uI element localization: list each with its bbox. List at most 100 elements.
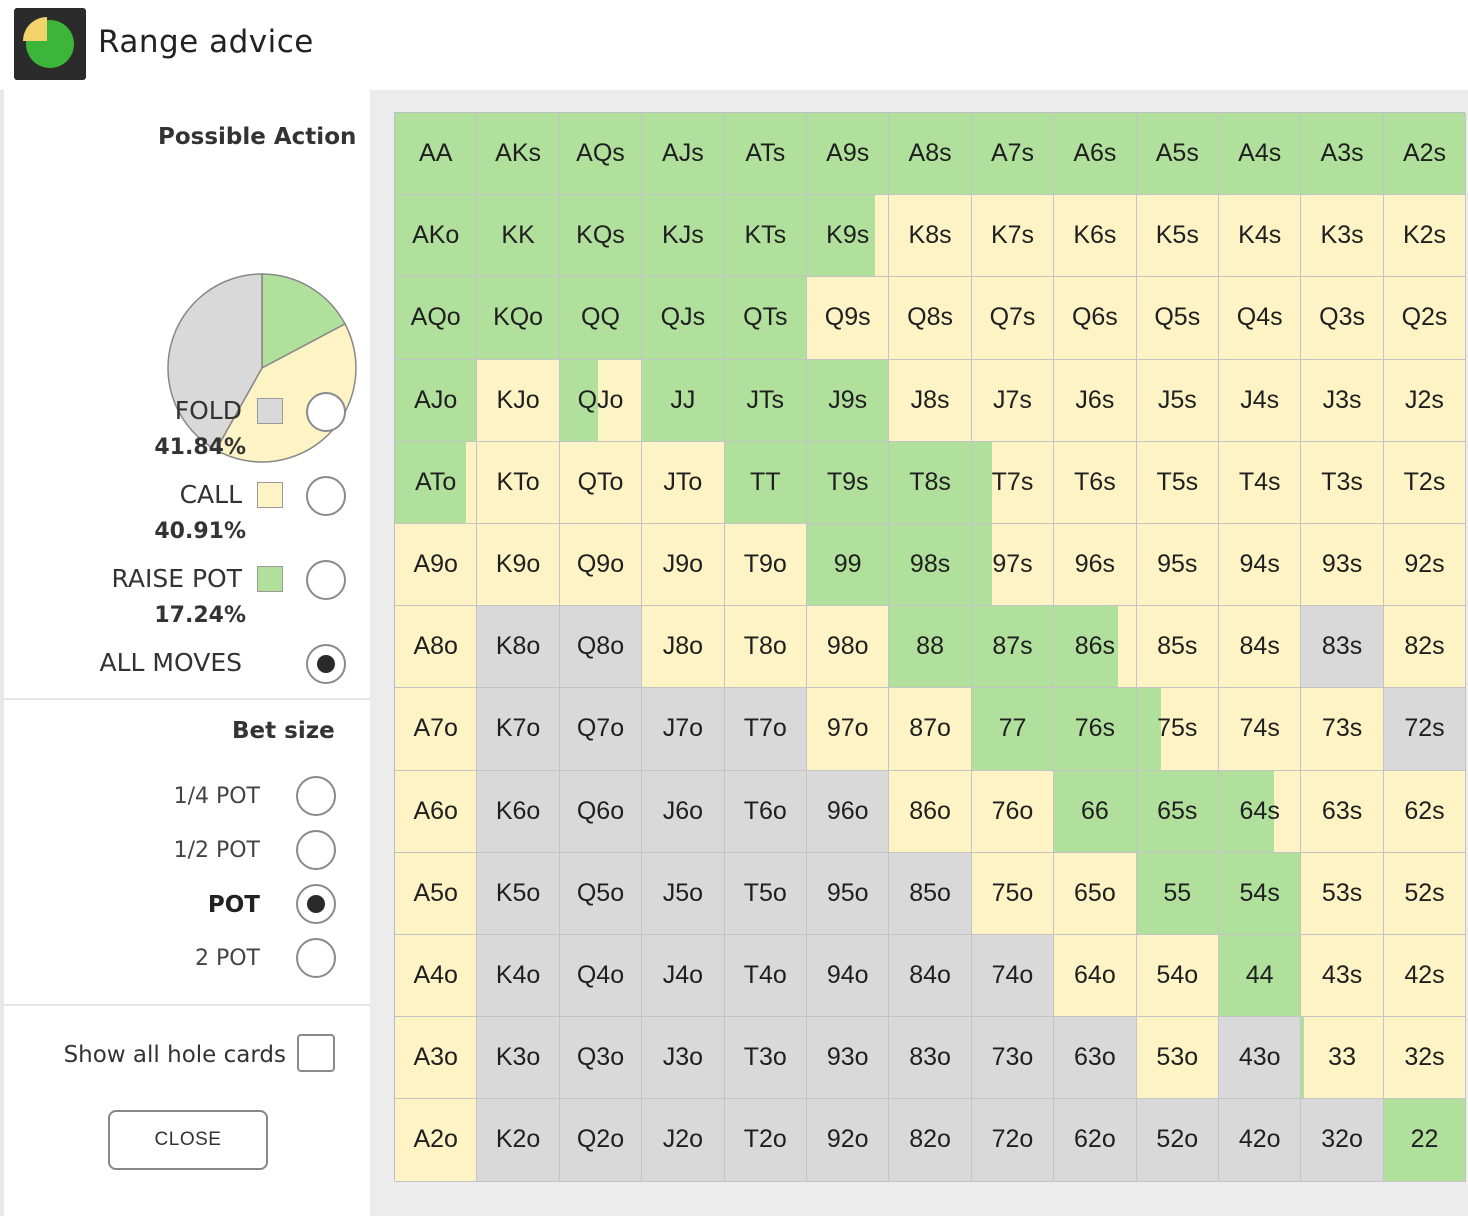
hand-cell-98o[interactable]: 98o <box>807 606 890 689</box>
hand-cell-94o[interactable]: 94o <box>807 935 890 1018</box>
hand-cell-T5s[interactable]: T5s <box>1136 441 1219 524</box>
hand-cell-KK[interactable]: KK <box>477 195 560 278</box>
hand-cell-82s[interactable]: 82s <box>1383 606 1467 689</box>
hand-cell-87o[interactable]: 87o <box>889 688 972 771</box>
hand-cell-86o[interactable]: 86o <box>889 770 972 853</box>
hand-cell-K8o[interactable]: K8o <box>477 606 560 689</box>
hand-cell-J6s[interactable]: J6s <box>1054 359 1137 442</box>
hand-cell-QQ[interactable]: QQ <box>559 277 643 360</box>
hand-cell-AQs[interactable]: AQs <box>559 113 643 196</box>
hand-cell-JTs[interactable]: JTs <box>724 359 807 442</box>
hand-cell-T2s[interactable]: T2s <box>1383 441 1467 524</box>
hand-cell-Q6o[interactable]: Q6o <box>559 770 643 853</box>
hand-cell-A6o[interactable]: A6o <box>395 770 478 853</box>
hand-cell-Q2s[interactable]: Q2s <box>1383 277 1467 360</box>
hand-cell-88[interactable]: 88 <box>889 606 972 689</box>
hand-cell-A9s[interactable]: A9s <box>807 113 890 196</box>
hand-cell-J2o[interactable]: J2o <box>642 1099 725 1182</box>
hand-cell-55[interactable]: 55 <box>1136 852 1219 935</box>
hand-cell-95s[interactable]: 95s <box>1136 524 1219 607</box>
hand-cell-KJs[interactable]: KJs <box>642 195 725 278</box>
show-all-hole-cards-checkbox[interactable] <box>297 1034 335 1072</box>
hand-cell-92o[interactable]: 92o <box>807 1099 890 1182</box>
hand-cell-A3o[interactable]: A3o <box>395 1017 478 1100</box>
hand-cell-J5s[interactable]: J5s <box>1136 359 1219 442</box>
hand-cell-K4s[interactable]: K4s <box>1219 195 1302 278</box>
hand-cell-A8o[interactable]: A8o <box>395 606 478 689</box>
hand-cell-82o[interactable]: 82o <box>889 1099 972 1182</box>
hand-cell-A2s[interactable]: A2s <box>1383 113 1467 196</box>
hand-cell-32s[interactable]: 32s <box>1383 1017 1467 1100</box>
hand-cell-A2o[interactable]: A2o <box>395 1099 478 1182</box>
hand-cell-96s[interactable]: 96s <box>1054 524 1137 607</box>
hand-cell-65o[interactable]: 65o <box>1054 852 1137 935</box>
hand-cell-62o[interactable]: 62o <box>1054 1099 1137 1182</box>
hand-cell-A3s[interactable]: A3s <box>1301 113 1384 196</box>
hand-cell-JTo[interactable]: JTo <box>642 441 725 524</box>
hand-cell-Q5s[interactable]: Q5s <box>1136 277 1219 360</box>
hand-cell-T4o[interactable]: T4o <box>724 935 807 1018</box>
hand-cell-74s[interactable]: 74s <box>1219 688 1302 771</box>
hand-cell-K5o[interactable]: K5o <box>477 852 560 935</box>
hand-cell-QJs[interactable]: QJs <box>642 277 725 360</box>
hand-cell-K3s[interactable]: K3s <box>1301 195 1384 278</box>
hand-cell-T7o[interactable]: T7o <box>724 688 807 771</box>
hand-cell-K2o[interactable]: K2o <box>477 1099 560 1182</box>
hand-cell-77[interactable]: 77 <box>971 688 1055 771</box>
hand-cell-TT[interactable]: TT <box>724 441 807 524</box>
hand-cell-ATs[interactable]: ATs <box>724 113 807 196</box>
hand-cell-K6o[interactable]: K6o <box>477 770 560 853</box>
hand-cell-Q8o[interactable]: Q8o <box>559 606 643 689</box>
hand-cell-96o[interactable]: 96o <box>807 770 890 853</box>
hand-cell-Q6s[interactable]: Q6s <box>1054 277 1137 360</box>
hand-cell-J8s[interactable]: J8s <box>889 359 972 442</box>
hand-cell-J4s[interactable]: J4s <box>1219 359 1302 442</box>
close-button[interactable]: CLOSE <box>108 1110 268 1170</box>
hand-cell-T8s[interactable]: T8s <box>889 441 972 524</box>
hand-cell-33[interactable]: 33 <box>1301 1017 1384 1100</box>
hand-cell-Q4s[interactable]: Q4s <box>1219 277 1302 360</box>
bet-half-pot-radio[interactable] <box>296 830 336 870</box>
hand-cell-62s[interactable]: 62s <box>1383 770 1467 853</box>
hand-cell-K3o[interactable]: K3o <box>477 1017 560 1100</box>
hand-cell-85o[interactable]: 85o <box>889 852 972 935</box>
hand-cell-AJo[interactable]: AJo <box>395 359 478 442</box>
hand-cell-Q8s[interactable]: Q8s <box>889 277 972 360</box>
hand-cell-64o[interactable]: 64o <box>1054 935 1137 1018</box>
call-radio[interactable] <box>306 476 346 516</box>
hand-cell-44[interactable]: 44 <box>1219 935 1302 1018</box>
hand-cell-A6s[interactable]: A6s <box>1054 113 1137 196</box>
hand-cell-76o[interactable]: 76o <box>971 770 1055 853</box>
hand-cell-J3s[interactable]: J3s <box>1301 359 1384 442</box>
hand-cell-75o[interactable]: 75o <box>971 852 1055 935</box>
hand-cell-T5o[interactable]: T5o <box>724 852 807 935</box>
hand-cell-52o[interactable]: 52o <box>1136 1099 1219 1182</box>
hand-cell-K7s[interactable]: K7s <box>971 195 1055 278</box>
hand-cell-T9s[interactable]: T9s <box>807 441 890 524</box>
hand-cell-AKo[interactable]: AKo <box>395 195 478 278</box>
hand-cell-KTs[interactable]: KTs <box>724 195 807 278</box>
hand-cell-72s[interactable]: 72s <box>1383 688 1467 771</box>
hand-cell-Q2o[interactable]: Q2o <box>559 1099 643 1182</box>
hand-cell-KQo[interactable]: KQo <box>477 277 560 360</box>
hand-cell-QTo[interactable]: QTo <box>559 441 643 524</box>
hand-cell-64s[interactable]: 64s <box>1219 770 1302 853</box>
hand-cell-Q5o[interactable]: Q5o <box>559 852 643 935</box>
hand-cell-J9s[interactable]: J9s <box>807 359 890 442</box>
hand-cell-JJ[interactable]: JJ <box>642 359 725 442</box>
hand-cell-53o[interactable]: 53o <box>1136 1017 1219 1100</box>
hand-cell-22[interactable]: 22 <box>1383 1099 1467 1182</box>
hand-cell-J3o[interactable]: J3o <box>642 1017 725 1100</box>
hand-cell-K4o[interactable]: K4o <box>477 935 560 1018</box>
hand-cell-75s[interactable]: 75s <box>1136 688 1219 771</box>
hand-cell-43s[interactable]: 43s <box>1301 935 1384 1018</box>
hand-cell-84s[interactable]: 84s <box>1219 606 1302 689</box>
hand-cell-KTo[interactable]: KTo <box>477 441 560 524</box>
bet-two-pot-radio[interactable] <box>296 938 336 978</box>
hand-cell-98s[interactable]: 98s <box>889 524 972 607</box>
bet-quarter-pot-radio[interactable] <box>296 776 336 816</box>
hand-cell-QTs[interactable]: QTs <box>724 277 807 360</box>
hand-cell-K8s[interactable]: K8s <box>889 195 972 278</box>
hand-cell-K5s[interactable]: K5s <box>1136 195 1219 278</box>
hand-cell-T7s[interactable]: T7s <box>971 441 1055 524</box>
